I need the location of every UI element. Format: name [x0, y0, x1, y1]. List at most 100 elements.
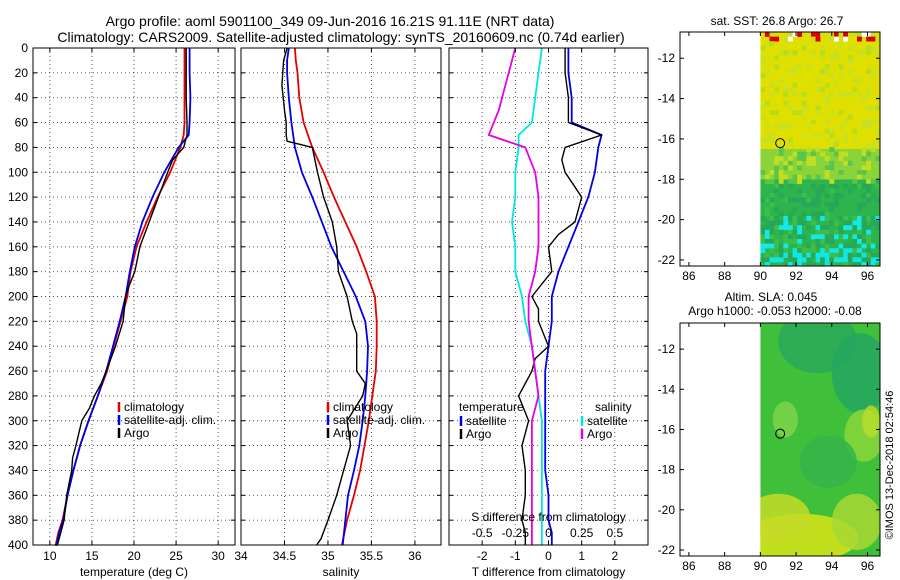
sst-pixel	[764, 41, 770, 47]
sst-pixel	[833, 183, 839, 189]
sst-pixel	[820, 211, 826, 217]
sst-pixel	[783, 174, 789, 180]
sst-pixel	[820, 225, 826, 231]
sst-pixel	[847, 160, 853, 166]
sst-pixel	[856, 50, 862, 56]
sst-pixel	[879, 151, 880, 157]
sst-pixel	[769, 225, 775, 231]
sst-pixel	[801, 211, 807, 217]
sst-pixel	[760, 45, 766, 51]
y-tick-label: -20	[658, 213, 676, 227]
argo-position-marker	[775, 428, 786, 439]
sst-pixel	[866, 91, 872, 97]
sla-anomaly	[831, 333, 880, 414]
sst-pixel	[787, 156, 793, 162]
sst-pixel	[866, 216, 872, 221]
sst-pixel	[769, 193, 775, 198]
sst-pixel	[829, 110, 835, 116]
sst-pixel	[870, 45, 876, 51]
sst-pixel	[852, 32, 858, 37]
sst-pixel	[833, 197, 839, 203]
sst-pixel	[847, 114, 853, 120]
sst-pixel	[760, 248, 766, 254]
sst-pixel	[824, 193, 830, 198]
legend-label: climatology	[333, 400, 393, 414]
x-tick-label: 35	[321, 549, 335, 563]
y-tick-label: -14	[658, 382, 676, 396]
sst-pixel	[847, 220, 853, 226]
sst-pixel	[797, 110, 803, 116]
sst-pixel	[787, 257, 793, 263]
sst-pixel	[833, 234, 839, 240]
sst-pixel	[797, 165, 803, 171]
sst-pixel	[856, 252, 862, 258]
sst-pixel	[792, 248, 798, 254]
sla-anomaly	[772, 401, 798, 438]
sla-anomaly	[799, 435, 857, 488]
sst-pixel	[801, 45, 807, 51]
sst-pixel	[824, 239, 830, 244]
title-line-1: Argo profile: aoml 5901100_349 09-Jun-20…	[106, 13, 555, 29]
sst-pixel	[824, 252, 830, 258]
series-line-s-satellite	[511, 47, 543, 545]
argo-position-marker	[775, 138, 786, 149]
sst-pixel	[783, 101, 789, 106]
x-tick-label: 25	[169, 549, 183, 563]
sst-pixel	[806, 252, 812, 258]
sst-pixel	[792, 50, 798, 56]
sst-pixel	[866, 160, 872, 166]
sst-pixel	[824, 165, 830, 171]
sst-pixel	[764, 252, 770, 258]
y-tick-label: 100	[8, 165, 28, 179]
sst-pixel	[801, 91, 807, 97]
sst-pixel	[875, 156, 880, 162]
sst-pixel	[774, 156, 780, 162]
sst-pixel	[820, 45, 826, 51]
sst-pixel	[787, 165, 793, 171]
sst-pixel	[824, 82, 830, 88]
sst-pixel	[838, 91, 844, 97]
sst-pixel	[820, 188, 826, 194]
sst-pixel	[879, 32, 880, 37]
legend-label: satellite-adj. clim.	[124, 413, 216, 427]
sst-pixel	[797, 229, 803, 235]
y-tick-label: -16	[658, 422, 676, 436]
sst-pixel	[833, 257, 839, 263]
sst-pixel	[815, 216, 821, 221]
x-tick-label: 90	[754, 559, 768, 573]
sst-pixel	[769, 137, 775, 143]
sst-pixel	[783, 87, 789, 93]
series-line-t-argo	[517, 48, 603, 545]
sst-pixel	[792, 257, 798, 263]
y-tick-label: 360	[8, 488, 28, 502]
sst-pixel	[833, 202, 839, 208]
sst-pixel	[764, 68, 770, 74]
sst-pixel	[838, 73, 844, 79]
sst-pixel	[843, 119, 849, 125]
sst-pixel	[847, 55, 853, 60]
x-tick-label: -1	[510, 549, 521, 563]
x-tick-label: 86	[682, 269, 696, 283]
y-tick-label: -18	[658, 463, 676, 477]
legend-label: climatology	[124, 400, 184, 414]
x-tick-label: 96	[861, 269, 875, 283]
sst-pixel	[764, 133, 770, 139]
sst-pixel	[769, 41, 775, 47]
sst-pixel	[815, 234, 821, 240]
sst-pixel	[820, 262, 826, 266]
sst-pixel	[870, 32, 876, 37]
sst-pixel	[787, 183, 793, 189]
s-tick-label: 0	[545, 526, 552, 540]
sst-pixel	[870, 262, 876, 266]
sst-pixel	[879, 170, 880, 175]
sst-pixel	[778, 78, 784, 83]
sst-pixel	[760, 234, 766, 240]
sst-pixel	[824, 96, 830, 102]
sst-pixel	[769, 234, 775, 240]
sst-pixel	[866, 252, 872, 258]
sst-pixel	[879, 193, 880, 198]
sst-pixel	[879, 262, 880, 266]
sst-pixel	[852, 220, 858, 226]
sst-pixel	[852, 216, 858, 221]
s-tick-label: 0.5	[606, 526, 623, 540]
